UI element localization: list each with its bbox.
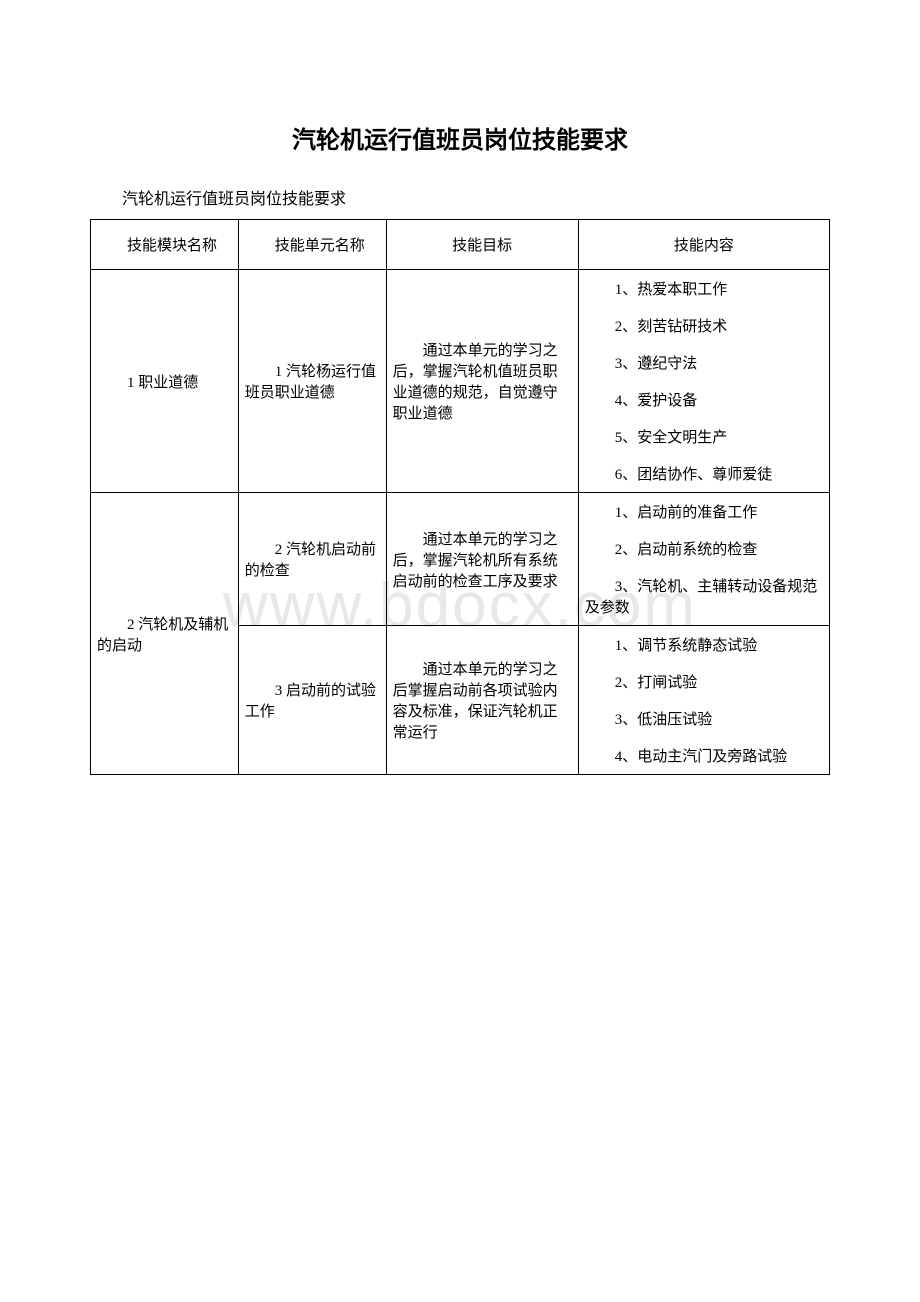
header-content: 技能内容: [578, 220, 829, 270]
list-item: 2、打闸试验: [585, 671, 823, 692]
list-item: 2、启动前系统的检查: [585, 538, 823, 559]
module-cell: 1 职业道德: [91, 270, 239, 493]
list-item: 1、热爱本职工作: [585, 278, 823, 299]
list-item: 5、安全文明生产: [585, 426, 823, 447]
header-unit: 技能单元名称: [238, 220, 386, 270]
goal-cell: 通过本单元的学习之后，掌握汽轮机所有系统启动前的检查工序及要求: [386, 493, 578, 626]
table-row: 1 职业道德 1 汽轮杨运行值班员职业道德 通过本单元的学习之后，掌握汽轮机值班…: [91, 270, 830, 493]
content-cell: 1、热爱本职工作 2、刻苦钻研技术 3、遵纪守法 4、爱护设备 5、安全文明生产…: [578, 270, 829, 493]
list-item: 3、低油压试验: [585, 708, 823, 729]
header-goal: 技能目标: [386, 220, 578, 270]
skills-table: 技能模块名称 技能单元名称 技能目标 技能内容 1 职业道德 1 汽轮杨运行值班…: [90, 219, 830, 775]
table-row: 2 汽轮机及辅机的启动 2 汽轮机启动前的检查 通过本单元的学习之后，掌握汽轮机…: [91, 493, 830, 626]
content-cell: 1、启动前的准备工作 2、启动前系统的检查 3、汽轮机、主辅转动设备规范及参数: [578, 493, 829, 626]
list-item: 4、电动主汽门及旁路试验: [585, 745, 823, 766]
list-item: 6、团结协作、尊师爱徒: [585, 463, 823, 484]
list-item: 4、爱护设备: [585, 389, 823, 410]
list-item: 1、启动前的准备工作: [585, 501, 823, 522]
goal-cell: 通过本单元的学习之后，掌握汽轮机值班员职业道德的规范，自觉遵守职业道德: [386, 270, 578, 493]
content-cell: 1、调节系统静态试验 2、打闸试验 3、低油压试验 4、电动主汽门及旁路试验: [578, 626, 829, 775]
table-header-row: 技能模块名称 技能单元名称 技能目标 技能内容: [91, 220, 830, 270]
header-module: 技能模块名称: [91, 220, 239, 270]
goal-cell: 通过本单元的学习之后掌握启动前各项试验内容及标准，保证汽轮机正常运行: [386, 626, 578, 775]
unit-cell: 2 汽轮机启动前的检查: [238, 493, 386, 626]
page-title: 汽轮机运行值班员岗位技能要求: [90, 120, 830, 155]
module-cell: 2 汽轮机及辅机的启动: [91, 493, 239, 775]
list-item: 2、刻苦钻研技术: [585, 315, 823, 336]
unit-cell: 3 启动前的试验工作: [238, 626, 386, 775]
list-item: 1、调节系统静态试验: [585, 634, 823, 655]
list-item: 3、遵纪守法: [585, 352, 823, 373]
unit-cell: 1 汽轮杨运行值班员职业道德: [238, 270, 386, 493]
list-item: 3、汽轮机、主辅转动设备规范及参数: [585, 575, 823, 617]
page-subtitle: 汽轮机运行值班员岗位技能要求: [90, 185, 830, 209]
